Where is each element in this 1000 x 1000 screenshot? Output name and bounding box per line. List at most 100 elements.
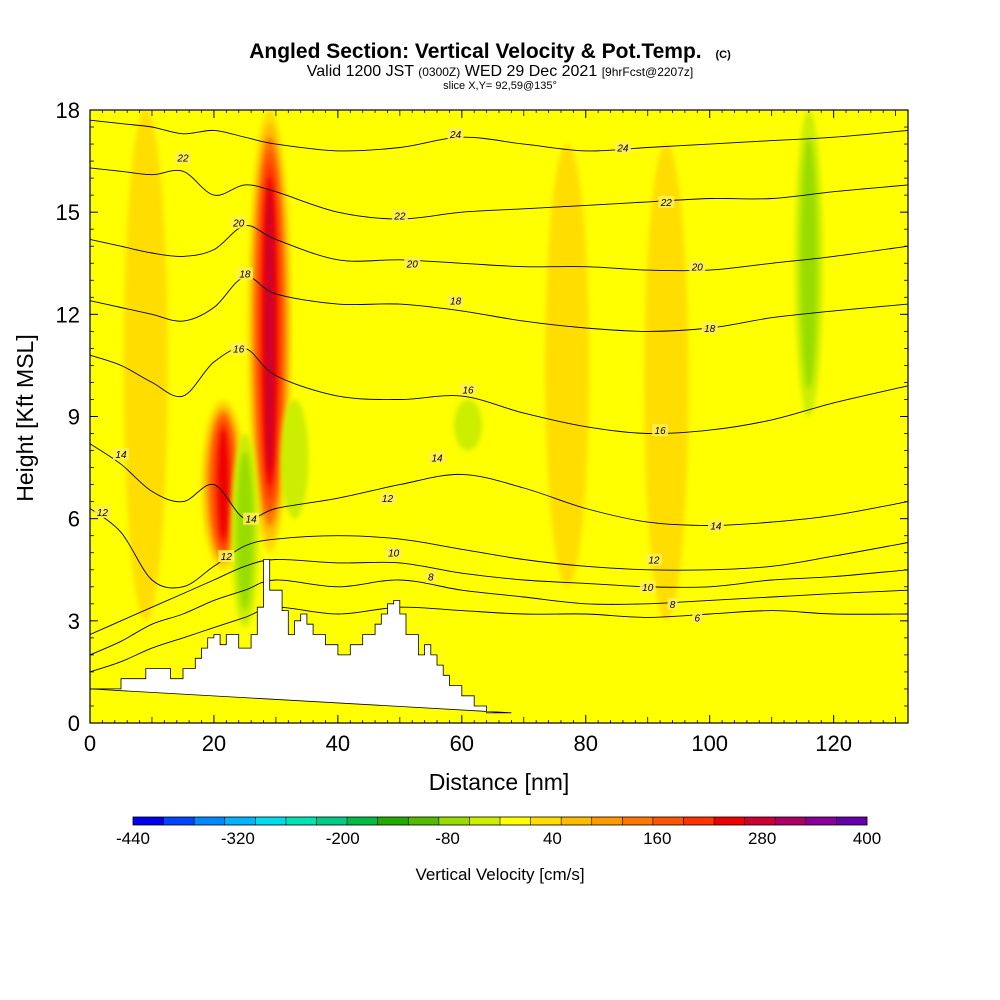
chart-subtitle: Valid 1200 JST (0300Z) WED 29 Dec 2021 […	[307, 63, 694, 80]
colorbar-tick-label: -320	[221, 829, 255, 848]
plot-area: 6 8 8 10 10 12 12 12 12 14 14 14 14 16 16 16 18 18 18 20 20 2…	[90, 110, 908, 723]
subtitle-valid: Valid 1200 JST	[307, 63, 415, 80]
contour-label: 14	[429, 451, 446, 464]
contour-label-text: 14	[431, 453, 443, 464]
contour-label-text: 14	[246, 515, 258, 526]
contour-label-bg	[689, 260, 706, 273]
contour-label: 12	[379, 492, 396, 505]
subtitle-date: WED 29 Dec 2021	[465, 63, 598, 80]
contour-label: 20	[404, 257, 421, 270]
colorbar-swatch	[775, 817, 807, 825]
y-tick-label: 3	[68, 609, 80, 634]
contour-label-text: 18	[239, 269, 251, 280]
contour-label: 22	[174, 151, 191, 165]
contour-label-bg	[658, 195, 675, 208]
colorbar-title: Vertical Velocity [cm/s]	[415, 865, 584, 884]
velocity-feature-downdraft	[794, 110, 823, 417]
theta-contour-10	[90, 559, 908, 635]
contour-label-bg	[447, 294, 464, 307]
vertical-velocity-field	[123, 110, 823, 628]
velocity-shell	[218, 428, 229, 541]
contour-label-text: 10	[642, 583, 654, 594]
colorbar-swatch	[347, 817, 378, 825]
y-tick-label: 6	[68, 507, 80, 532]
contour-label-bg	[243, 512, 260, 525]
colorbar-swatch	[377, 817, 409, 825]
contour-label-bg	[404, 257, 421, 270]
contour-label: 12	[645, 553, 662, 567]
contour-label: 18	[701, 321, 718, 335]
contour-label-bg	[230, 216, 247, 229]
contour-label: 20	[230, 216, 247, 229]
contour-label: 14	[243, 512, 260, 526]
colorbar-tick-label: -440	[116, 829, 150, 848]
x-tick-label: 40	[326, 731, 350, 756]
contour-label-text: 20	[232, 218, 245, 229]
colorbar-swatch	[194, 817, 226, 825]
contour-label-bg	[692, 611, 703, 624]
colorbar-swatch	[805, 817, 837, 825]
contour-label-text: 12	[221, 552, 233, 563]
colorbar-swatch	[163, 817, 195, 825]
contour-label-text: 24	[449, 130, 462, 141]
colorbar-tick-label: 40	[543, 829, 562, 848]
colorbar-swatch	[683, 817, 715, 825]
contour-label-bg	[391, 209, 408, 222]
subtitle-forecast: [9hrFcst@2207z]	[602, 65, 694, 79]
contour-label-bg	[447, 127, 464, 140]
x-tick-label: 120	[815, 731, 852, 756]
colorbar-swatch	[591, 817, 623, 825]
svg-text:Angled Section: Vertical Veloc: Angled Section: Vertical Velocity & Pot.…	[249, 40, 731, 63]
contour-label-bg	[94, 505, 111, 518]
colorbar-swatch	[836, 817, 868, 825]
contour-label-bg	[667, 597, 678, 610]
contour-label-text: 20	[406, 259, 419, 270]
contour-label: 16	[652, 424, 669, 437]
velocity-shell	[265, 189, 275, 474]
contour-label: 10	[639, 580, 656, 594]
colorbar-swatch	[500, 817, 531, 825]
x-tick-label: 0	[84, 731, 96, 756]
contour-label: 22	[658, 195, 675, 209]
contour-label-text: 16	[462, 385, 474, 396]
theta-contour-12	[90, 508, 908, 589]
theta-contour-18	[90, 276, 908, 332]
velocity-shell	[123, 110, 168, 621]
chart-title: Angled Section: Vertical Velocity & Pot.…	[249, 40, 731, 92]
velocity-feature-updraft	[545, 144, 590, 587]
contour-label-bg	[645, 553, 662, 566]
x-axis-title: Distance [nm]	[429, 769, 570, 795]
contour-label: 16	[460, 383, 477, 396]
y-tick-label: 18	[56, 98, 80, 123]
x-tick-label: 60	[450, 731, 474, 756]
contour-label-text: 10	[388, 549, 400, 560]
contour-label-bg	[701, 321, 718, 334]
colorbar-swatch	[652, 817, 684, 825]
contour-label: 16	[230, 342, 247, 355]
velocity-shell	[800, 137, 818, 389]
colorbar-swatch	[469, 817, 501, 825]
contour-label-text: 12	[97, 508, 109, 519]
contour-label-bg	[230, 342, 247, 355]
contour-label-text: 8	[428, 573, 434, 584]
colorbar-tick-label: 160	[643, 829, 671, 848]
colorbar-swatch	[438, 817, 470, 825]
contour-label-bg	[236, 267, 253, 280]
contour-labels: 6 8 8 10 10 12 12 12 12 14 14 14 14 16 16 16 18 18 18 20 20 2…	[94, 127, 724, 624]
chart-title-mark: (C)	[715, 49, 731, 61]
colorbar-swatch	[714, 817, 745, 825]
contour-label-text: 14	[115, 450, 127, 461]
colorbar: -440 -320 -200 -80 40 160 280 400	[116, 816, 881, 848]
contour-label-text: 18	[450, 297, 462, 308]
contour-label: 8	[667, 597, 678, 611]
contour-label: 24	[447, 127, 464, 141]
colorbar-swatch	[561, 817, 593, 825]
contour-label: 12	[218, 550, 235, 563]
colorbar-tick-label: 280	[748, 829, 776, 848]
contour-label: 12	[94, 505, 111, 519]
y-tick-label: 0	[68, 711, 80, 736]
contour-label-bg	[218, 550, 235, 563]
contour-label: 18	[236, 267, 253, 280]
contour-label-text: 20	[691, 263, 704, 274]
